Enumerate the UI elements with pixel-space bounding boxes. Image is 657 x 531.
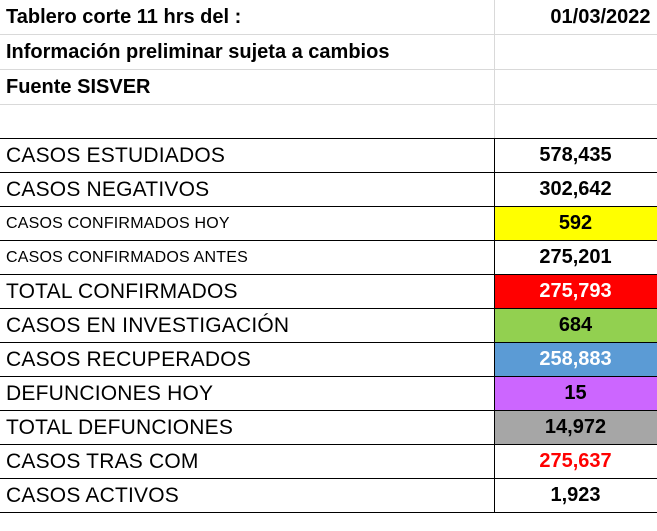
empty-cell — [494, 69, 657, 105]
table-row: CASOS CONFIRMADOS ANTES 275,201 — [0, 240, 657, 275]
metric-label: CASOS ESTUDIADOS — [0, 138, 494, 173]
metric-value: 15 — [493, 376, 657, 411]
report-subtitle: Información preliminar sujeta a cambios — [0, 34, 495, 70]
metric-label: CASOS TRAS COM — [0, 444, 494, 479]
header-row-title: Tablero corte 11 hrs del : 01/03/2022 — [0, 0, 657, 35]
metric-value: 258,883 — [493, 342, 657, 377]
metric-label: CASOS NEGATIVOS — [0, 172, 494, 207]
metric-label: CASOS EN INVESTIGACIÓN — [0, 308, 494, 343]
metric-value: 275,637 — [493, 444, 657, 479]
metric-label: DEFUNCIONES HOY — [0, 376, 494, 411]
metric-label: CASOS CONFIRMADOS HOY — [0, 206, 494, 241]
table-row: CASOS EN INVESTIGACIÓN 684 — [0, 308, 657, 343]
table-row: TOTAL CONFIRMADOS 275,793 — [0, 274, 657, 309]
metric-label: TOTAL CONFIRMADOS — [0, 274, 494, 309]
spacer-row — [0, 104, 657, 139]
header-row-source: Fuente SISVER — [0, 69, 657, 105]
table-row: CASOS RECUPERADOS 258,883 — [0, 342, 657, 377]
table-row: CASOS ESTUDIADOS 578,435 — [0, 138, 657, 173]
metric-value: 592 — [493, 206, 657, 241]
metric-value: 14,972 — [493, 410, 657, 445]
report-date: 01/03/2022 — [494, 0, 657, 35]
empty-cell — [494, 34, 657, 70]
covid-dashboard-table: Tablero corte 11 hrs del : 01/03/2022 In… — [0, 0, 657, 513]
metric-value: 578,435 — [493, 138, 657, 173]
metric-label: TOTAL DEFUNCIONES — [0, 410, 494, 445]
table-row: CASOS CONFIRMADOS HOY 592 — [0, 206, 657, 241]
header-row-subtitle: Información preliminar sujeta a cambios — [0, 34, 657, 70]
metric-value: 302,642 — [493, 172, 657, 207]
metric-label: CASOS ACTIVOS — [0, 478, 494, 513]
table-row: DEFUNCIONES HOY 15 — [0, 376, 657, 411]
metric-value: 275,793 — [493, 274, 657, 309]
metric-value: 1,923 — [493, 478, 657, 513]
table-row: TOTAL DEFUNCIONES 14,972 — [0, 410, 657, 445]
report-source: Fuente SISVER — [0, 69, 495, 105]
report-title: Tablero corte 11 hrs del : — [0, 0, 495, 35]
table-row: CASOS TRAS COM 275,637 — [0, 444, 657, 479]
table-row: CASOS NEGATIVOS 302,642 — [0, 172, 657, 207]
metric-value: 684 — [493, 308, 657, 343]
empty-cell — [494, 104, 657, 139]
metric-label: CASOS RECUPERADOS — [0, 342, 494, 377]
table-row: CASOS ACTIVOS 1,923 — [0, 478, 657, 513]
empty-cell — [0, 104, 495, 139]
metric-label: CASOS CONFIRMADOS ANTES — [0, 240, 494, 275]
metric-value: 275,201 — [493, 240, 657, 275]
